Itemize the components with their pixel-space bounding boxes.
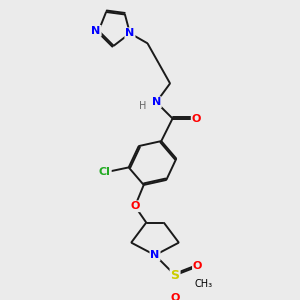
- Text: N: N: [150, 250, 160, 260]
- Text: N: N: [92, 26, 101, 36]
- Text: Cl: Cl: [99, 167, 111, 177]
- Text: CH₃: CH₃: [195, 279, 213, 289]
- Text: O: O: [170, 293, 180, 300]
- Text: O: O: [193, 261, 202, 272]
- Text: N: N: [125, 28, 135, 38]
- Text: S: S: [171, 269, 180, 282]
- Text: N: N: [152, 97, 161, 107]
- Text: O: O: [192, 113, 201, 124]
- Text: H: H: [139, 101, 146, 111]
- Text: O: O: [130, 201, 140, 211]
